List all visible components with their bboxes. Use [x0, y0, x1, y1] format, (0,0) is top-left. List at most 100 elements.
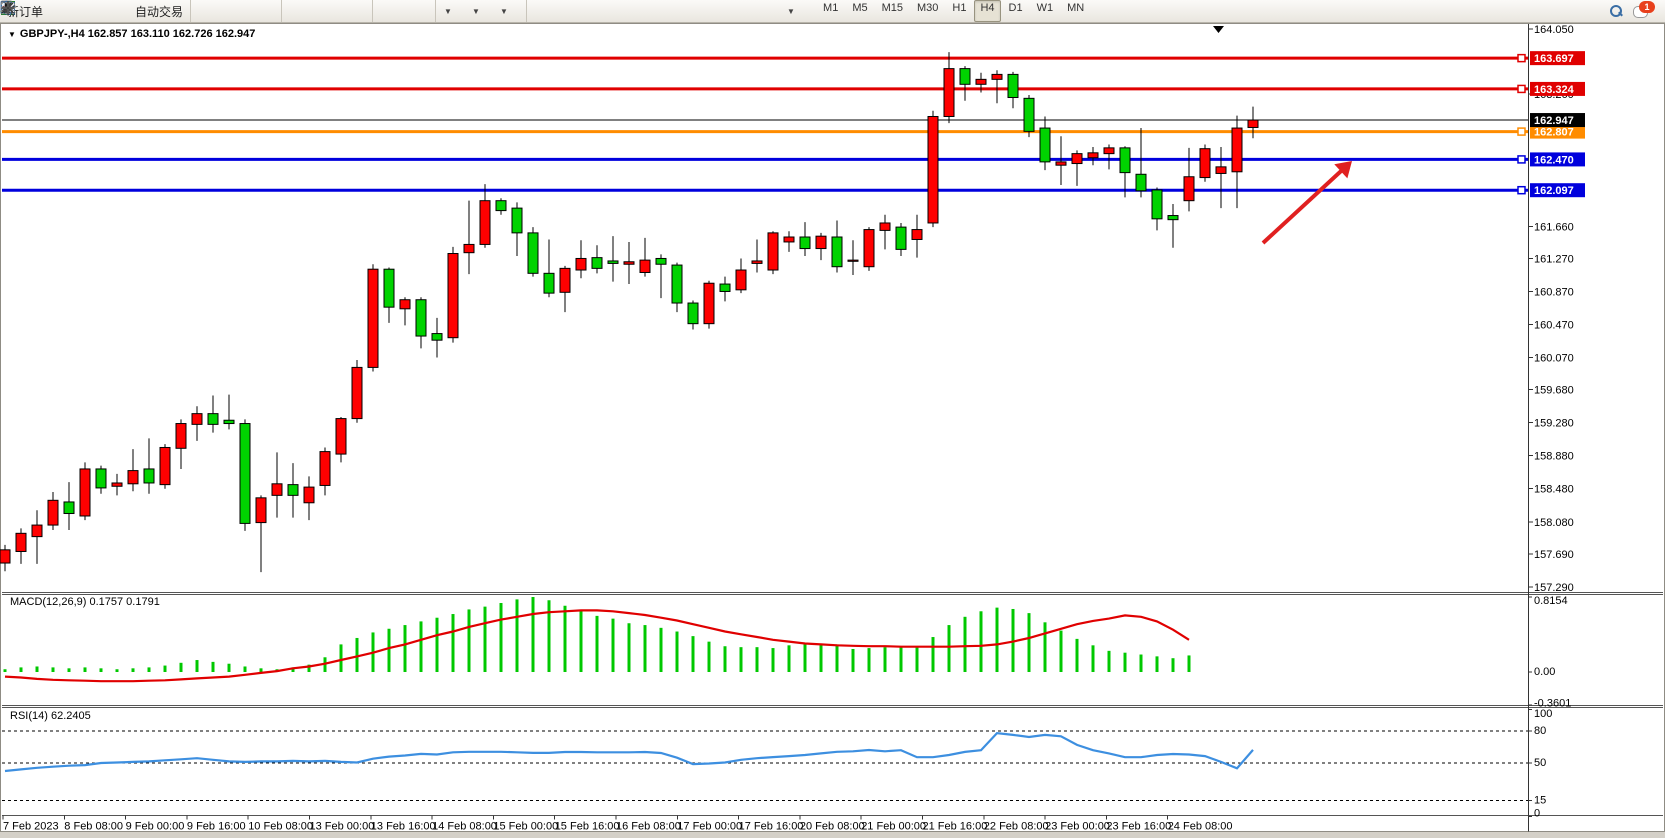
candle-body — [831, 236, 843, 268]
timeframe-w1[interactable]: W1 — [1036, 2, 1054, 14]
date-axis-label[interactable]: 9 Feb 00:00 — [126, 821, 185, 833]
candle-body — [127, 470, 139, 485]
macd-axis-label: 0.8154 — [1534, 595, 1568, 607]
candle-body — [287, 484, 299, 496]
timeframe-m5[interactable]: M5 — [852, 2, 868, 14]
price-axis-label: 157.690 — [1534, 549, 1574, 561]
price-level-badge — [1530, 81, 1585, 96]
timeframe-d1[interactable]: D1 — [1008, 2, 1023, 14]
candle-body — [1087, 152, 1099, 159]
candle-body — [607, 260, 619, 264]
line-handle-square[interactable] — [1517, 155, 1526, 164]
price-level-badge-label: 163.324 — [1534, 84, 1575, 96]
line-handle-square[interactable] — [1517, 185, 1526, 195]
date-axis-label[interactable]: 20 Feb 08:00 — [800, 821, 865, 833]
timeframe-h4[interactable]: H4 — [974, 0, 1001, 22]
timeframe-h1[interactable]: H1 — [952, 2, 967, 14]
line-handle-square[interactable] — [1517, 84, 1526, 94]
candle-body — [367, 268, 379, 368]
chart-menu-triangle-icon[interactable]: ▼ — [8, 30, 16, 39]
price-axis-label: 158.480 — [1534, 484, 1574, 496]
timeframe-m1[interactable]: M1 — [823, 2, 839, 14]
chat-icon[interactable]: 1 — [1633, 1, 1655, 18]
search-icon[interactable] — [1609, 4, 1623, 18]
date-axis-label[interactable]: 10 Feb 08:00 — [248, 821, 313, 833]
trend-arrow-head — [1334, 161, 1352, 179]
chevron-down-icon[interactable]: ▼ — [444, 6, 452, 16]
chevron-down-icon[interactable]: ▼ — [472, 6, 480, 16]
candle-body — [1231, 127, 1243, 173]
candle-body — [1135, 173, 1147, 192]
chevron-down-icon[interactable]: ▼ — [500, 6, 508, 16]
chart-window[interactable] — [0, 23, 1665, 832]
date-axis-label[interactable]: 7 Feb 2023 — [3, 821, 59, 833]
trendline-button[interactable] — [1, 0, 669, 22]
date-axis-label[interactable]: 8 Feb 08:00 — [64, 821, 123, 833]
date-axis-label[interactable]: 17 Feb 16:00 — [739, 821, 804, 833]
trend-arrow-annotation[interactable] — [1261, 166, 1347, 245]
candle-body — [351, 366, 363, 420]
price-level-badge — [1530, 124, 1585, 139]
candle-body — [655, 257, 667, 265]
candle-body — [639, 259, 651, 273]
date-axis-label[interactable]: 15 Feb 16:00 — [555, 821, 620, 833]
candle-body — [959, 68, 971, 85]
rsi-line — [4, 731, 1254, 773]
date-axis-label[interactable]: 21 Feb 00:00 — [861, 821, 926, 833]
date-axis-label[interactable]: 16 Feb 08:00 — [616, 821, 681, 833]
macd-axis-label: -0.3601 — [1534, 698, 1571, 710]
rsi-axis-label: 100 — [1534, 708, 1552, 720]
candle-body — [207, 413, 219, 425]
candle-body — [991, 73, 1003, 80]
candle-body — [767, 232, 779, 271]
macd-signal-line — [4, 609, 1190, 683]
timeframe-m30[interactable]: M30 — [917, 2, 939, 14]
candle-body — [335, 418, 347, 455]
date-axis-label[interactable]: 14 Feb 08:00 — [432, 821, 497, 833]
date-axis-label[interactable]: 22 Feb 08:00 — [984, 821, 1049, 833]
candle-body — [399, 299, 411, 310]
date-axis-label[interactable]: 23 Feb 00:00 — [1045, 821, 1110, 833]
chevron-down-icon[interactable]: ▼ — [787, 6, 795, 16]
date-axis-label[interactable]: 9 Feb 16:00 — [187, 821, 246, 833]
date-axis-label[interactable]: 13 Feb 16:00 — [371, 821, 436, 833]
timeframe-mn[interactable]: MN — [1067, 2, 1085, 14]
rsi-axis-label: 80 — [1534, 725, 1546, 737]
timeframe-m15[interactable]: M15 — [881, 2, 903, 14]
date-axis-label[interactable]: 15 Feb 00:00 — [493, 821, 558, 833]
candle-body — [255, 497, 267, 524]
rsi-indicator-label: RSI(14) 62.2405 — [10, 710, 91, 722]
price-level-badge — [1530, 183, 1585, 198]
date-axis-label[interactable]: 13 Feb 00:00 — [310, 821, 375, 833]
candle-body — [463, 243, 475, 254]
price-axis-label: 160.070 — [1534, 353, 1574, 365]
candle-body — [1007, 73, 1019, 99]
candle-body — [1215, 166, 1227, 174]
price-axis-label: 161.270 — [1534, 253, 1574, 265]
date-axis-label[interactable]: 24 Feb 08:00 — [1168, 821, 1233, 833]
rsi-axis-label: 0 — [1534, 808, 1540, 820]
price-level-badge — [1530, 51, 1585, 66]
line-handle-square[interactable] — [1517, 53, 1526, 63]
candle-body — [799, 236, 811, 250]
line-handle-square[interactable] — [1517, 127, 1526, 136]
candle-body — [0, 549, 11, 564]
candle-body — [543, 272, 555, 294]
candle-body — [319, 451, 331, 486]
arrows-button[interactable]: ▼ — [1, 0, 809, 22]
date-axis-label[interactable]: 21 Feb 16:00 — [923, 821, 988, 833]
date-axis-label[interactable]: 17 Feb 00:00 — [677, 821, 742, 833]
candle-body — [703, 282, 715, 325]
candle-body — [1167, 215, 1179, 221]
chart-title: ▼ GBPJPY-,H4 162.857 163.110 162.726 162.… — [8, 28, 256, 40]
candle-body — [783, 236, 795, 243]
chart-shift-marker-icon[interactable] — [1213, 26, 1224, 33]
candle-body — [1247, 119, 1259, 128]
date-axis-label[interactable]: 23 Feb 16:00 — [1106, 821, 1171, 833]
candle-body — [415, 299, 427, 337]
macd-axis-label: 0.00 — [1534, 666, 1555, 678]
candle-body — [527, 232, 539, 274]
notification-badge: 1 — [1639, 1, 1655, 13]
rsi-axis-label: 50 — [1534, 757, 1546, 769]
rsi-axis-label: 15 — [1534, 794, 1546, 806]
